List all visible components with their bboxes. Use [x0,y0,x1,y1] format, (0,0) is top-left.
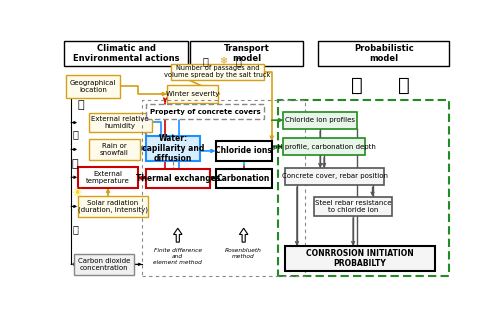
Text: 📊: 📊 [398,76,409,94]
Text: 🔵: 🔵 [72,224,78,235]
Text: pH profile, carbonation depth: pH profile, carbonation depth [272,144,376,150]
FancyBboxPatch shape [146,169,210,188]
FancyBboxPatch shape [278,100,449,276]
Text: Solar radiation
(duration, intensity): Solar radiation (duration, intensity) [78,200,148,213]
FancyBboxPatch shape [284,138,365,155]
FancyBboxPatch shape [89,113,152,132]
Text: 📁: 📁 [351,76,363,94]
Text: 🌧: 🌧 [72,130,78,139]
Text: Chloride ions: Chloride ions [215,146,272,155]
Text: Thermal exchanges: Thermal exchanges [136,174,220,183]
Text: Rosenblueth
method: Rosenblueth method [225,248,262,259]
Text: External
temperature: External temperature [86,171,130,184]
FancyBboxPatch shape [74,254,134,275]
FancyBboxPatch shape [190,41,303,66]
FancyBboxPatch shape [78,196,148,217]
Polygon shape [174,228,182,242]
Text: Property of concrete covers: Property of concrete covers [150,109,260,115]
FancyBboxPatch shape [171,63,264,80]
FancyBboxPatch shape [78,167,138,188]
Text: Geographical
location: Geographical location [70,80,116,93]
Text: Carbon dioxide
concentration: Carbon dioxide concentration [78,258,130,271]
Text: Chloride ion profiles: Chloride ion profiles [285,117,355,123]
FancyBboxPatch shape [64,41,188,66]
Text: CONRROSION INITIATION
PROBABILTY: CONRROSION INITIATION PROBABILTY [306,249,414,268]
Text: Concrete cover, rebar position: Concrete cover, rebar position [282,173,388,179]
Text: External relative
humidity: External relative humidity [92,116,149,129]
Text: Number of passages and
volume spread by the salt truck: Number of passages and volume spread by … [164,65,270,78]
Text: Winter severity: Winter severity [166,91,219,97]
FancyBboxPatch shape [318,41,449,66]
FancyBboxPatch shape [146,104,264,119]
FancyBboxPatch shape [216,169,272,188]
FancyBboxPatch shape [286,168,384,185]
Text: Climatic and
Environmental actions: Climatic and Environmental actions [73,44,180,63]
Text: 👥: 👥 [203,56,209,66]
Text: Carbonation: Carbonation [217,174,270,183]
Text: Transport
model: Transport model [224,44,270,63]
FancyBboxPatch shape [66,75,120,98]
Text: 🌡: 🌡 [72,159,78,168]
FancyBboxPatch shape [167,85,218,103]
FancyBboxPatch shape [216,141,272,161]
Text: Probabilistic
model: Probabilistic model [354,44,414,63]
FancyBboxPatch shape [146,136,200,161]
FancyBboxPatch shape [286,246,434,271]
Text: CO₂: CO₂ [72,227,79,232]
Text: Finite difference
and
element method: Finite difference and element method [154,248,202,265]
FancyBboxPatch shape [284,112,357,129]
FancyBboxPatch shape [89,139,140,160]
Text: ☀: ☀ [72,188,84,200]
Text: Steel rebar resistance
to chloride ion: Steel rebar resistance to chloride ion [315,200,392,213]
Text: Rain or
snowfall: Rain or snowfall [100,143,129,156]
Text: 🔶: 🔶 [78,100,84,110]
Text: Water:
capillarity and
diffusion: Water: capillarity and diffusion [142,134,204,163]
Text: 🚛: 🚛 [236,56,242,66]
Polygon shape [240,228,248,242]
Text: ❄: ❄ [219,56,228,66]
FancyBboxPatch shape [314,196,392,215]
